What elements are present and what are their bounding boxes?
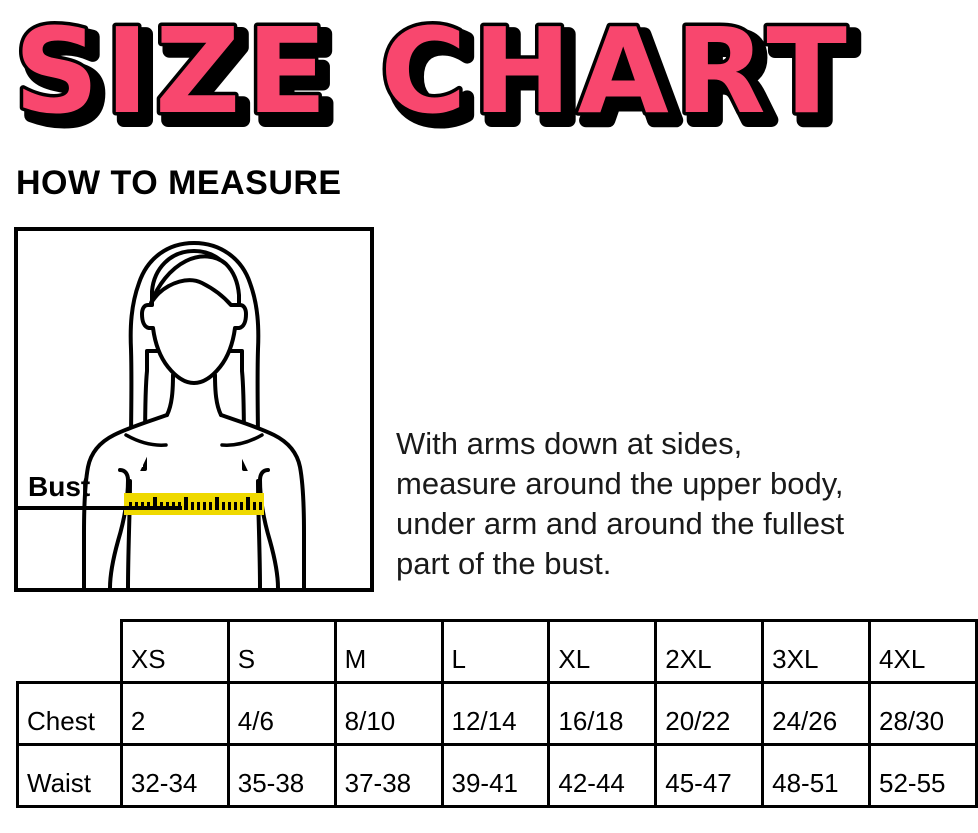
size-chart-table: XS S M L XL 2XL 3XL 4XL Chest 2 4/6 8/10… [16,619,978,808]
title-shadow-text: SIZE CHART [22,10,861,148]
column-header-m: M [333,619,444,684]
bust-measure-label: Bust [28,471,91,502]
column-header-l: L [440,619,551,684]
cell-chest-2xl: 20/22 [654,681,765,746]
cell-waist-4xl: 52-55 [868,743,978,808]
cell-waist-m: 37-38 [333,743,444,808]
column-header-xs: XS [119,619,230,684]
column-header-2xl: 2XL [654,619,765,684]
neck [165,373,223,417]
page-title: .tx { font-family: "DejaVu Sans", sans-s… [0,0,978,150]
collarbones [124,433,264,447]
cell-waist-xl: 42-44 [547,743,658,808]
column-header-3xl: 3XL [761,619,872,684]
table-corner-cell [18,621,122,683]
right-arm-outer [256,479,262,588]
cell-chest-s: 4/6 [226,681,337,746]
cell-waist-s: 35-38 [226,743,337,808]
size-chart-title-graphic: .tx { font-family: "DejaVu Sans", sans-s… [11,0,862,150]
cell-chest-xl: 16/18 [547,681,658,746]
torso-outline [82,413,306,588]
female-torso-illustration [82,241,306,588]
cell-waist-3xl: 48-51 [761,743,872,808]
bust-leader-line [18,506,182,510]
cell-chest-l: 12/14 [440,681,551,746]
cell-waist-l: 39-41 [440,743,551,808]
measurement-illustration-box [14,227,374,592]
column-header-xl: XL [547,619,658,684]
row-label-chest: Chest [16,681,123,746]
cell-waist-2xl: 45-47 [654,743,765,808]
column-header-4xl: 4XL [868,619,978,684]
cell-chest-xs: 2 [119,681,230,746]
measuring-tape-icon [124,493,264,515]
cell-waist-xs: 32-34 [119,743,230,808]
how-to-measure-heading: HOW TO MEASURE [16,164,342,202]
cell-chest-3xl: 24/26 [761,681,872,746]
measure-instructions-text: With arms down at sides, measure around … [396,426,845,581]
left-arm-outer [126,479,132,588]
row-label-waist: Waist [16,743,123,808]
bangs [149,254,241,307]
table-row: Chest 2 4/6 8/10 12/14 16/18 20/22 24/26… [16,681,978,746]
title-text: SIZE CHART [14,2,853,140]
cell-chest-4xl: 28/30 [868,681,978,746]
column-header-s: S [226,619,337,684]
table-row: Waist 32-34 35-38 37-38 39-41 42-44 45-4… [16,743,978,808]
table-header-row: XS S M L XL 2XL 3XL 4XL [18,619,978,684]
cell-chest-m: 8/10 [333,681,444,746]
